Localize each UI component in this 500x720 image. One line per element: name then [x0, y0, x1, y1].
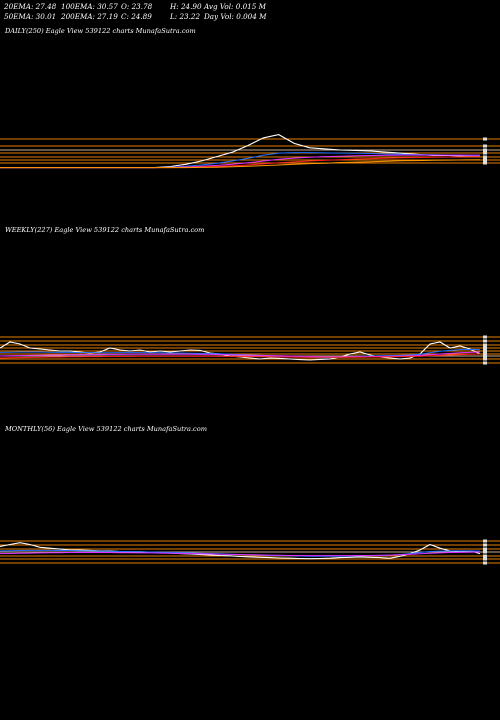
low-label: L: 23.22 — [170, 11, 201, 21]
panel-0-series-3-line — [0, 156, 481, 169]
panel-1-edge-marker-1 — [483, 339, 487, 343]
ema50-label: 50EMA: 30.01 — [4, 11, 57, 21]
panel-1-edge-marker-3 — [483, 346, 487, 350]
weekly-panel-title: WEEKLY(227) Eagle View 539122 charts Mun… — [5, 226, 205, 234]
panel-2-edge-marker-1 — [483, 543, 487, 547]
panel-0-edge-marker-4 — [483, 155, 487, 159]
panel-2-edge-marker-4 — [483, 554, 487, 558]
daily-panel-title: DAILY(250) Eagle View 539122 charts Muna… — [5, 27, 196, 35]
panel-1-edge-marker-8 — [483, 361, 487, 365]
panel-1-edge-marker-4 — [483, 349, 487, 353]
panel-0-edge-marker-6 — [483, 161, 487, 165]
panel-1-edge-marker-0 — [483, 335, 487, 339]
ema200-label: 200EMA: 27.19 — [61, 11, 118, 21]
panel-0-edge-marker-2 — [483, 148, 487, 152]
panel-2-edge-marker-5 — [483, 557, 487, 561]
panel-2-edge-marker-2 — [483, 547, 487, 551]
avg-vol-label: Avg Vol: 0.015 M — [204, 2, 266, 11]
ema100-label: 100EMA: 30.57 — [61, 2, 118, 11]
panel-2-series-0-line — [0, 542, 481, 560]
panel-1-edge-marker-7 — [483, 357, 487, 361]
close-label: C: 24.89 — [121, 11, 152, 21]
panel-1-edge-marker-6 — [483, 354, 487, 358]
panel-1-edge-marker-2 — [483, 343, 487, 347]
panel-1-edge-marker-5 — [483, 352, 487, 356]
panel-1-series-3-line — [0, 353, 481, 359]
panel-2-edge-marker-6 — [483, 561, 487, 565]
ema20-label: 20EMA: 27.48 — [4, 2, 57, 11]
open-label: O: 23.78 — [121, 2, 153, 11]
panel-2-series-2-line — [0, 551, 481, 557]
stats-row-1: 20EMA: 27.48 100EMA: 30.57 O: 23.78 H: 2… — [4, 2, 294, 12]
high-label: H: 24.90 — [170, 2, 202, 11]
monthly-panel-title: MONTHLY(56) Eagle View 539122 charts Mun… — [5, 425, 207, 433]
panel-2-edge-marker-3 — [483, 550, 487, 554]
panel-0-edge-marker-3 — [483, 151, 487, 155]
panel-2-edge-marker-0 — [483, 539, 487, 543]
panel-0-series-4-line — [0, 159, 481, 169]
panel-1-series-2-line — [0, 351, 481, 358]
stats-header: 20EMA: 27.48 100EMA: 30.57 O: 23.78 H: 2… — [4, 2, 294, 21]
panel-0-edge-marker-0 — [483, 137, 487, 141]
panel-2-series-1-line — [0, 549, 481, 557]
stats-row-2: 50EMA: 30.01 200EMA: 27.19 C: 24.89 L: 2… — [4, 12, 294, 22]
day-vol-label: Day Vol: 0.004 M — [204, 11, 267, 21]
panel-0-edge-marker-5 — [483, 158, 487, 162]
panel-0-edge-marker-1 — [483, 144, 487, 148]
